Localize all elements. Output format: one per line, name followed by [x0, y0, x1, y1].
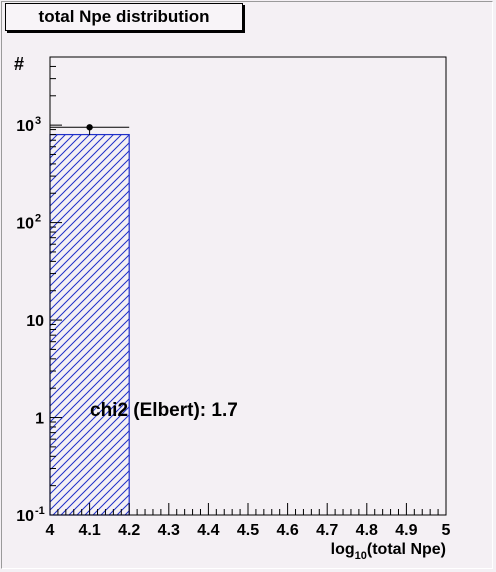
y-tick-label: 10 [16, 118, 34, 135]
chi2-annotation: chi2 (Elbert): 1.7 [90, 400, 238, 421]
x-tick-label: 4.3 [158, 522, 180, 539]
point-marker [86, 124, 93, 131]
y-tick-exponent: -1 [35, 505, 45, 517]
x-tick-label: 4.9 [395, 522, 417, 539]
y-axis-label: # [14, 54, 24, 74]
data-point-0 [50, 124, 130, 136]
x-tick-label: 5 [442, 522, 451, 539]
x-axis-label: log10(total Npe) [331, 541, 446, 562]
x-tick-label: 4.5 [237, 522, 259, 539]
y-tick-label: 10 [16, 508, 34, 525]
x-axis-ticks: 4 4.1 4.2 4.3 4.4 4.5 4.6 4.7 4.8 4.9 5 [46, 503, 451, 539]
y-tick-exponent: 2 [35, 213, 41, 225]
histogram-layer [49, 133, 130, 516]
x-tick-label: 4.8 [356, 522, 378, 539]
data-points-layer [50, 124, 130, 136]
y-tick-exponent: 3 [35, 115, 41, 127]
x-tick-label: 4.1 [78, 522, 100, 539]
x-tick-label: 4.2 [118, 522, 140, 539]
y-tick-label: 10 [26, 313, 44, 330]
x-tick-label: 4.6 [276, 522, 298, 539]
y-tick-label: 1 [35, 411, 44, 428]
x-tick-label: 4.7 [316, 522, 338, 539]
histogram-bin-0 [49, 133, 130, 516]
x-tick-label: 4.4 [197, 522, 219, 539]
chart-title: total Npe distribution [5, 3, 243, 31]
x-tick-label: 4 [46, 522, 55, 539]
y-tick-label: 10 [16, 216, 34, 233]
